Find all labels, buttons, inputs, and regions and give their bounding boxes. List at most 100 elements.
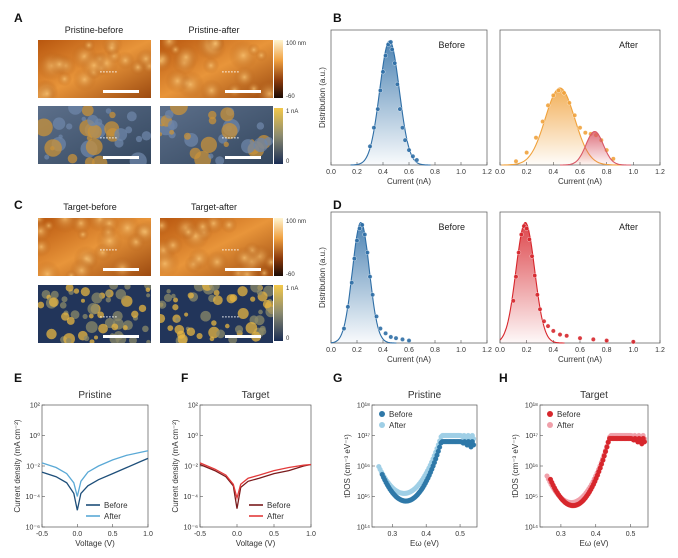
afm-title-target-after: Target-after: [191, 202, 237, 212]
afm-domain: [59, 301, 67, 309]
x-tick-label: 0.3: [556, 531, 566, 538]
data-point: [545, 323, 551, 329]
panel-label-e: E: [14, 371, 22, 385]
afm-domain: [167, 325, 174, 331]
afm-domain: [200, 136, 217, 154]
x-tick-label: 1.2: [655, 169, 665, 176]
x-tick-label: 0.5: [626, 531, 636, 538]
data-point: [471, 442, 477, 448]
afm-domain: [44, 154, 50, 160]
scale-bar: [103, 268, 139, 271]
chart-title: Target: [242, 390, 270, 401]
afm-domain: [46, 328, 57, 340]
data-point: [437, 444, 443, 450]
legend-label: Before: [557, 410, 581, 419]
afm-domain: [223, 141, 229, 147]
afm-current-pristine-after: [160, 106, 273, 164]
afm-domain: [258, 309, 263, 315]
afm-grain: [247, 43, 261, 57]
afm-texture: [38, 285, 151, 343]
x-tick-label: 1.0: [456, 169, 466, 176]
data-point: [532, 273, 538, 278]
x-tick-label: -0.5: [36, 531, 48, 538]
colorbar-current-a: [274, 108, 283, 164]
afm-grain: [103, 40, 120, 56]
afm-texture: [38, 218, 151, 276]
afm-domain: [97, 311, 105, 319]
afm-domain: [245, 322, 258, 334]
afm-domain: [235, 325, 244, 334]
data-point: [397, 106, 403, 112]
y-axis-label: Distribution (a.u.): [318, 247, 327, 308]
afm-grain: [80, 51, 108, 79]
legend-label: After: [389, 421, 406, 430]
afm-domain: [91, 292, 103, 304]
y-axis-label: Current density (mA cm⁻²): [13, 419, 22, 512]
distribution-area: [350, 40, 431, 165]
afm-domain: [105, 297, 112, 303]
data-point: [577, 125, 583, 131]
y-axis-label: Distribution (a.u.): [318, 67, 327, 128]
afm-domain: [66, 316, 75, 325]
data-point: [561, 90, 567, 96]
afm-texture: [38, 40, 151, 98]
x-tick-label: 0.4: [378, 169, 388, 176]
afm-domain: [81, 106, 94, 117]
afm-grain: [110, 256, 135, 276]
x-tick-label: 1.0: [306, 531, 316, 538]
afm-domain: [250, 296, 256, 302]
data-point: [349, 280, 355, 286]
afm-title-pristine-before: Pristine-before: [65, 25, 124, 35]
afm-texture: [160, 218, 273, 276]
data-point: [354, 238, 360, 243]
afm-grain: [38, 220, 52, 243]
scale-bar: [225, 90, 261, 93]
data-point: [402, 137, 408, 143]
data-point: [377, 326, 383, 331]
data-point: [341, 326, 347, 331]
y-tick-label: 10¹⁵: [357, 494, 370, 501]
scale-bar: [103, 156, 139, 159]
afm-grain: [205, 250, 229, 274]
afm-domain: [175, 317, 180, 322]
afm-domain: [83, 335, 90, 342]
panel-tag: After: [619, 222, 638, 232]
afm-domain: [146, 339, 151, 343]
afm-domain: [85, 138, 103, 156]
data-point: [362, 232, 368, 237]
afm-texture: [160, 285, 273, 343]
afm-grain: [135, 48, 151, 69]
y-tick-label: 10¹⁴: [357, 525, 370, 532]
data-point: [377, 88, 383, 93]
afm-domain: [221, 122, 238, 140]
chart-title: Pristine: [408, 390, 442, 401]
series-line: [199, 462, 312, 501]
x-tick-label: 0.6: [575, 169, 585, 176]
afm-height-target-before: [38, 218, 151, 276]
afm-domain: [208, 153, 214, 159]
data-point: [351, 256, 357, 262]
data-point: [410, 153, 416, 159]
plot-frame: [41, 404, 149, 528]
data-point: [367, 274, 373, 280]
data-point: [510, 298, 516, 304]
afm-domain: [208, 110, 217, 120]
afm-grain: [132, 219, 151, 245]
afm-domain: [109, 111, 116, 119]
x-axis-label: Voltage (V): [236, 539, 276, 548]
legend-label: After: [104, 512, 121, 521]
data-point: [383, 53, 388, 59]
afm-domain: [124, 285, 131, 290]
x-tick-label: 0.5: [455, 531, 465, 538]
afm-domain: [105, 290, 111, 297]
afm-domain: [169, 106, 188, 116]
data-point: [537, 306, 543, 312]
afm-grain: [233, 66, 256, 89]
afm-domain: [166, 289, 171, 294]
afm-domain: [66, 338, 72, 343]
y-tick-label: 10⁻⁶: [184, 525, 198, 532]
y-tick-label: 10¹⁸: [525, 403, 538, 410]
y-tick-label: 10¹⁶: [525, 464, 538, 471]
chart-f: Target -0.5 0.0 0.5 1.0 10² 10⁰ 10⁻² 10⁻⁴ 10⁻⁶ Vol…: [171, 390, 316, 548]
x-tick-label: 0.4: [378, 347, 388, 354]
